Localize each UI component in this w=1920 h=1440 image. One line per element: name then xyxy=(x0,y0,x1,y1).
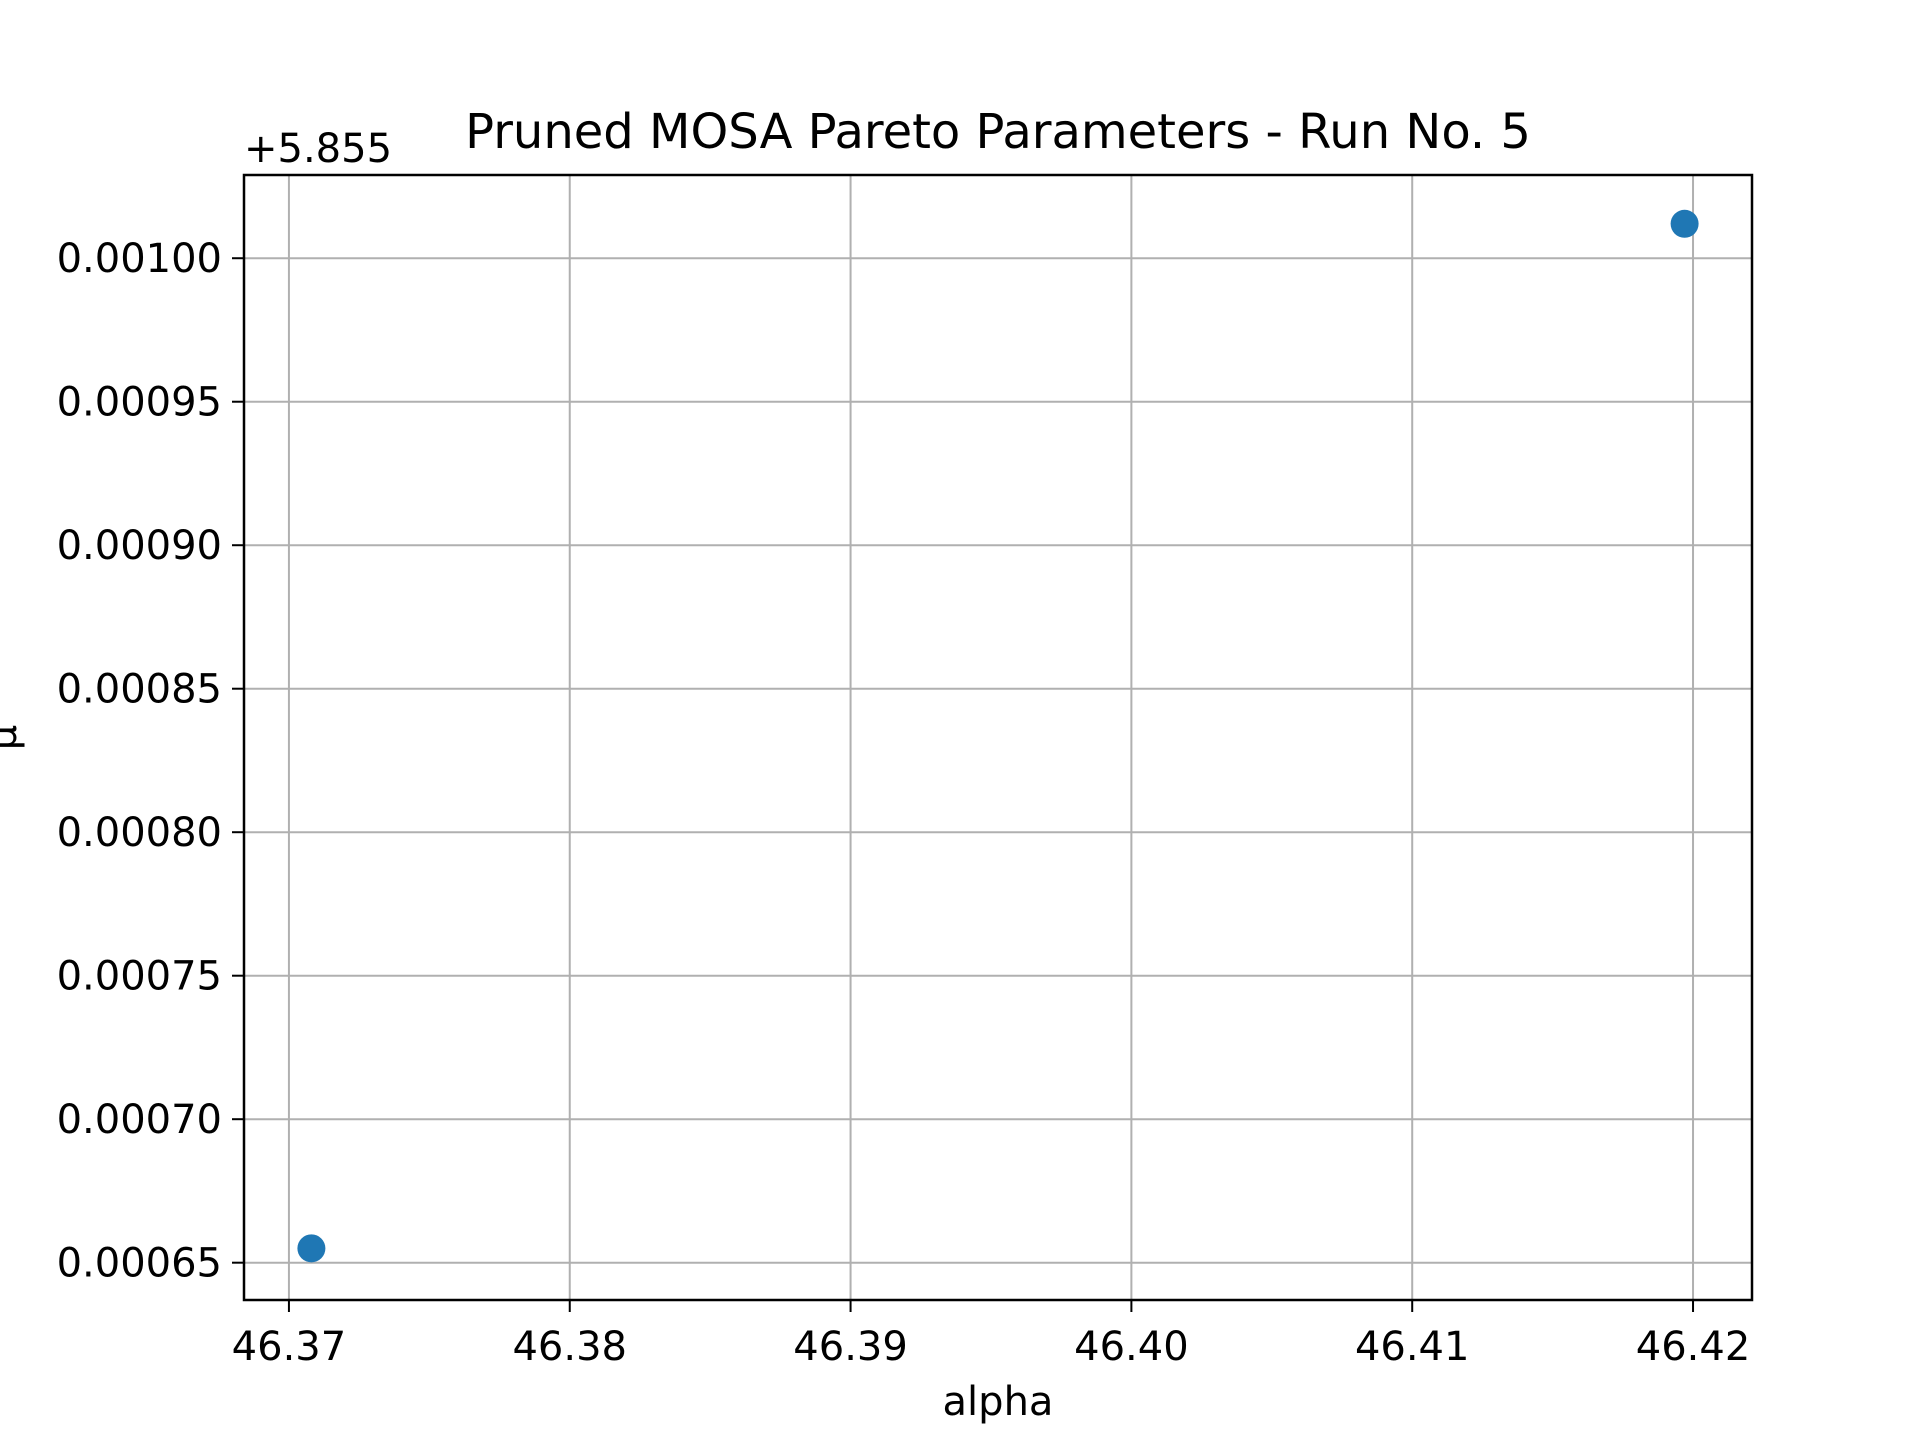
y-tick-label: 0.00070 xyxy=(57,1097,222,1143)
x-tick-label: 46.42 xyxy=(1636,1324,1751,1370)
y-axis-label: μ xyxy=(0,725,26,750)
x-tick-label: 46.38 xyxy=(512,1324,627,1370)
x-tick-label: 46.40 xyxy=(1074,1324,1189,1370)
y-axis-offset-label: +5.855 xyxy=(244,126,392,172)
x-tick-label: 46.39 xyxy=(793,1324,908,1370)
grid-lines xyxy=(244,175,1752,1300)
y-tick-label: 0.00085 xyxy=(57,667,222,713)
data-points xyxy=(297,209,1699,1263)
scatter-point xyxy=(1670,209,1699,238)
y-tick-label: 0.00090 xyxy=(57,523,222,569)
x-tick-label: 46.37 xyxy=(232,1324,347,1370)
y-tick-label: 0.00100 xyxy=(57,236,222,282)
x-axis-ticks: 46.37 46.38 46.39 46.40 46.41 46.42 xyxy=(232,1300,1751,1370)
y-tick-label: 0.00075 xyxy=(57,954,222,1000)
x-tick-label: 46.41 xyxy=(1355,1324,1470,1370)
scatter-point xyxy=(297,1234,326,1263)
plot-frame xyxy=(242,173,1754,1302)
y-tick-label: 0.00080 xyxy=(57,810,222,856)
chart-title: Pruned MOSA Pareto Parameters - Run No. … xyxy=(465,104,1531,160)
y-tick-label: 0.00095 xyxy=(57,380,222,426)
y-tick-label: 0.00065 xyxy=(57,1241,222,1287)
x-axis-label: alpha xyxy=(943,1379,1054,1425)
y-axis-ticks: 0.00065 0.00070 0.00075 0.00080 0.00085 0.000… xyxy=(57,236,244,1287)
